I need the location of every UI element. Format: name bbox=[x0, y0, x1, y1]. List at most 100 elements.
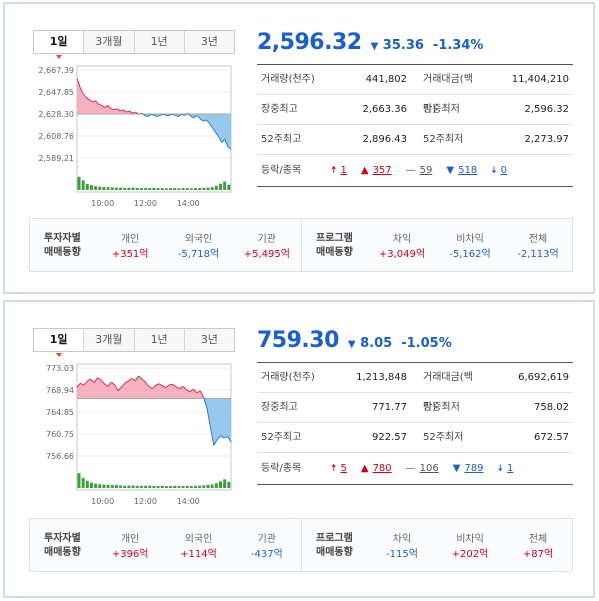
volume-bar bbox=[114, 187, 118, 190]
index-price: 759.30 ▼ 8.05 -1.05% bbox=[257, 328, 452, 353]
price-line-segment bbox=[98, 103, 102, 106]
tab-3year[interactable]: 3년 bbox=[183, 329, 234, 351]
volume-bar bbox=[81, 180, 85, 190]
volume-bar bbox=[219, 481, 222, 488]
price-line-segment bbox=[95, 100, 99, 105]
price-line-segment bbox=[107, 104, 112, 110]
rising-count[interactable]: 357 bbox=[372, 164, 392, 176]
volume-bar bbox=[94, 483, 98, 488]
intraday-chart[interactable]: 2,667.39 2,647.85 2,628.30 2,608.76 2,589.21… bbox=[27, 62, 241, 212]
price-line-segment bbox=[134, 375, 139, 381]
volume-value: 1,213,848 bbox=[356, 372, 407, 383]
down-triangle-icon: ▼ bbox=[446, 164, 455, 176]
price-line-segment bbox=[172, 383, 177, 388]
volume-bar bbox=[144, 188, 148, 190]
x-tick-label: 10:00 bbox=[91, 199, 114, 208]
upper-limit-count[interactable]: 1 bbox=[340, 164, 347, 176]
up-triangle-icon: ▲ bbox=[360, 462, 369, 474]
tab-1year[interactable]: 1년 bbox=[133, 329, 184, 351]
updown-label: 등락/종목 bbox=[261, 165, 302, 176]
volume-bar bbox=[119, 187, 123, 190]
lower-limit-count[interactable]: 1 bbox=[507, 462, 514, 474]
period-tabs: 1일 3개월 1년 3년 bbox=[33, 30, 235, 59]
price-change: ▼ 8.05 bbox=[348, 336, 392, 351]
down-arrow-icon: ▼ bbox=[347, 339, 356, 350]
tab-1day[interactable]: 1일 bbox=[34, 31, 84, 59]
high-value: 771.77 bbox=[372, 402, 407, 413]
low-label: 장중최저 bbox=[423, 104, 460, 115]
unchanged-count[interactable]: 59 bbox=[419, 164, 433, 176]
volume-bar bbox=[152, 187, 156, 190]
rising: ▲ 780 bbox=[361, 453, 392, 484]
volume-bar bbox=[173, 188, 177, 190]
price-line-segment bbox=[209, 427, 215, 446]
change-value: 8.05 bbox=[360, 336, 393, 351]
trend-item: 외국인 -5,718억 bbox=[177, 234, 220, 260]
trend-item: 기관 +5,495억 bbox=[243, 234, 290, 260]
period-tabs: 1일 3개월 1년 3년 bbox=[33, 328, 235, 357]
price-line-segment bbox=[100, 379, 105, 385]
price-line-segment bbox=[169, 383, 173, 386]
price-line-segment bbox=[158, 383, 163, 387]
price-line-segment bbox=[155, 383, 160, 386]
volume-bar bbox=[77, 473, 81, 488]
volume-value: 441,802 bbox=[365, 74, 407, 85]
x-tick-label: 10:00 bbox=[91, 497, 114, 506]
price-line-segment bbox=[193, 115, 198, 119]
tab-3month[interactable]: 3개월 bbox=[83, 329, 133, 351]
tab-1year[interactable]: 1년 bbox=[133, 31, 184, 53]
price-line-segment bbox=[132, 111, 136, 114]
x-tick-label: 12:00 bbox=[134, 497, 157, 506]
upper-limit-count[interactable]: 5 bbox=[340, 462, 347, 474]
trend-item: 비차익 -5,162억 bbox=[449, 234, 491, 260]
price-line-segment bbox=[80, 382, 85, 386]
volume-bar bbox=[131, 485, 135, 488]
falling-count[interactable]: 789 bbox=[464, 462, 484, 474]
low-label: 장중최저 bbox=[423, 402, 460, 413]
lower-limit: 🠇 1 bbox=[498, 453, 514, 484]
volume-bar bbox=[127, 485, 131, 488]
volume-bar bbox=[85, 184, 89, 190]
stats-row: 거래량(천주) 1,213,848 거래대금(백만) 6,692,619 bbox=[257, 363, 573, 413]
intraday-chart[interactable]: 773.03 768.94 764.85 760.75 756.66 10:00 12:00… bbox=[27, 360, 241, 510]
price-line-segment bbox=[113, 108, 118, 111]
index-price: 2,596.32 ▼ 35.36 -1.34% bbox=[257, 30, 483, 55]
flat-dash-icon: — bbox=[405, 462, 416, 474]
high-value: 2,663.36 bbox=[362, 104, 407, 115]
volume-bar bbox=[227, 184, 231, 190]
unchanged-count[interactable]: 106 bbox=[419, 462, 439, 474]
x-tick-label: 14:00 bbox=[177, 497, 200, 506]
falling-count[interactable]: 518 bbox=[458, 164, 478, 176]
volume-bar bbox=[214, 483, 218, 488]
volume-bar bbox=[206, 187, 210, 190]
price-line-segment bbox=[121, 382, 126, 388]
volume-bar bbox=[223, 479, 227, 488]
price-line-segment bbox=[165, 384, 170, 388]
trend-item: 개인 +351억 bbox=[111, 234, 149, 260]
x-tick-label: 14:00 bbox=[177, 199, 200, 208]
change-percent: -1.05% bbox=[401, 336, 452, 351]
trend-item: 전체 -2,113억 bbox=[517, 234, 559, 260]
price-line-segment bbox=[104, 383, 109, 387]
stats-table: 거래량(천주) 1,213,848 거래대금(백만) 6,692,619 장중최… bbox=[257, 362, 573, 485]
rising-count[interactable]: 780 bbox=[372, 462, 392, 474]
volume-bar bbox=[135, 187, 139, 190]
trading-trend: 투자자별 매매동향 개인 +351억 외국인 -5,718억 기관 +5,495억 프로… bbox=[29, 218, 573, 272]
volume-bar bbox=[110, 187, 114, 190]
tab-3month[interactable]: 3개월 bbox=[83, 31, 133, 53]
volume-bar bbox=[131, 187, 135, 190]
volume-bar bbox=[164, 486, 168, 488]
price-line-segment bbox=[162, 385, 167, 388]
tab-1day[interactable]: 1일 bbox=[34, 329, 84, 357]
lower-limit-count[interactable]: 0 bbox=[500, 164, 508, 176]
price-line-segment bbox=[101, 104, 106, 108]
investor-trend-label: 투자자별 매매동향 bbox=[44, 533, 81, 558]
price-line-segment bbox=[189, 388, 194, 393]
tab-3year[interactable]: 3년 bbox=[183, 31, 234, 53]
upper-limit: 🠅 5 bbox=[331, 453, 347, 484]
down-limit-arrow-icon: 🠇 bbox=[497, 462, 504, 474]
up-triangle-icon: ▲ bbox=[360, 164, 369, 176]
trend-item: 비차익 +202억 bbox=[451, 534, 489, 560]
price-line-segment bbox=[182, 386, 187, 391]
stats-row: 거래량(천주) 441,802 거래대금(백만) 11,404,210 bbox=[257, 65, 573, 115]
